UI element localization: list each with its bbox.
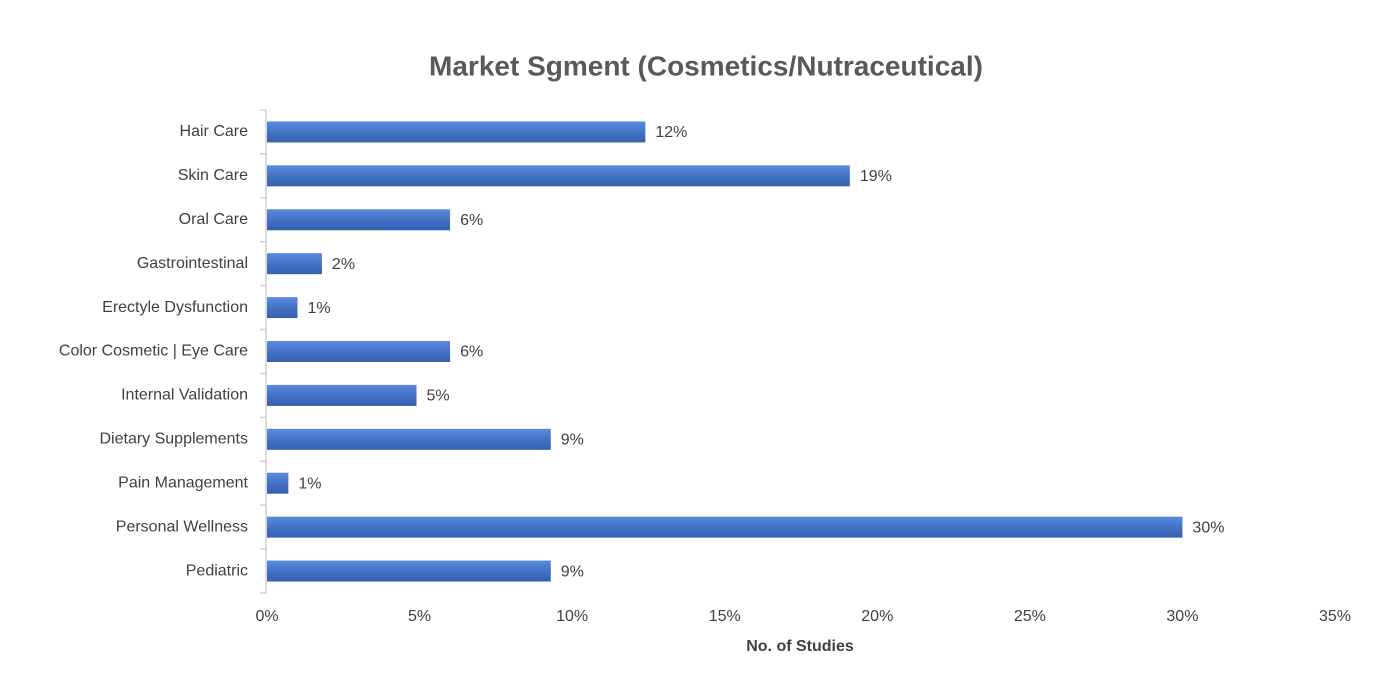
x-tick-label: 15% [709, 608, 741, 625]
y-tick-label: Pain Management [118, 474, 248, 491]
x-tick-label: 20% [861, 608, 893, 625]
bar [267, 209, 451, 231]
y-tick-label: Color Cosmetic | Eye Care [59, 343, 248, 360]
bar [267, 472, 289, 494]
data-label: 12% [655, 124, 687, 141]
bar [267, 560, 551, 582]
chart-title: Market Sgment (Cosmetics/Nutraceutical) [429, 50, 983, 81]
y-tick-label: Dietary Supplements [99, 431, 248, 448]
data-label: 6% [460, 344, 483, 361]
x-axis-title: No. of Studies [746, 638, 854, 655]
x-tick-label: 5% [408, 608, 431, 625]
bar [267, 516, 1183, 538]
y-tick-label: Personal Wellness [116, 518, 248, 535]
data-label: 2% [332, 256, 355, 273]
data-label: 6% [460, 212, 483, 229]
data-label: 30% [1192, 519, 1224, 536]
y-tick-label: Pediatric [186, 562, 248, 579]
x-tick-label: 25% [1014, 608, 1046, 625]
data-label: 5% [427, 388, 450, 405]
data-label: 1% [308, 300, 331, 317]
bar [267, 384, 417, 406]
bar [267, 165, 850, 187]
data-label: 1% [298, 475, 321, 492]
bar [267, 253, 322, 275]
y-tick-label: Internal Validation [121, 387, 248, 404]
x-tick-label: 0% [255, 608, 278, 625]
data-label: 19% [860, 168, 892, 185]
bar [267, 341, 451, 362]
x-tick-label: 30% [1166, 608, 1198, 625]
y-tick-label: Oral Care [179, 211, 248, 228]
y-tick-label: Erectyle Dysfunction [102, 299, 248, 316]
y-tick-label: Hair Care [180, 123, 249, 140]
y-tick-label: Gastrointestinal [137, 255, 248, 272]
x-tick-label: 35% [1319, 608, 1351, 625]
bar [267, 297, 298, 319]
bar [267, 121, 646, 143]
x-tick-label: 10% [556, 608, 588, 625]
data-label: 9% [561, 563, 584, 580]
bar [267, 428, 551, 450]
y-tick-label: Skin Care [178, 167, 248, 184]
data-label: 9% [561, 432, 584, 449]
